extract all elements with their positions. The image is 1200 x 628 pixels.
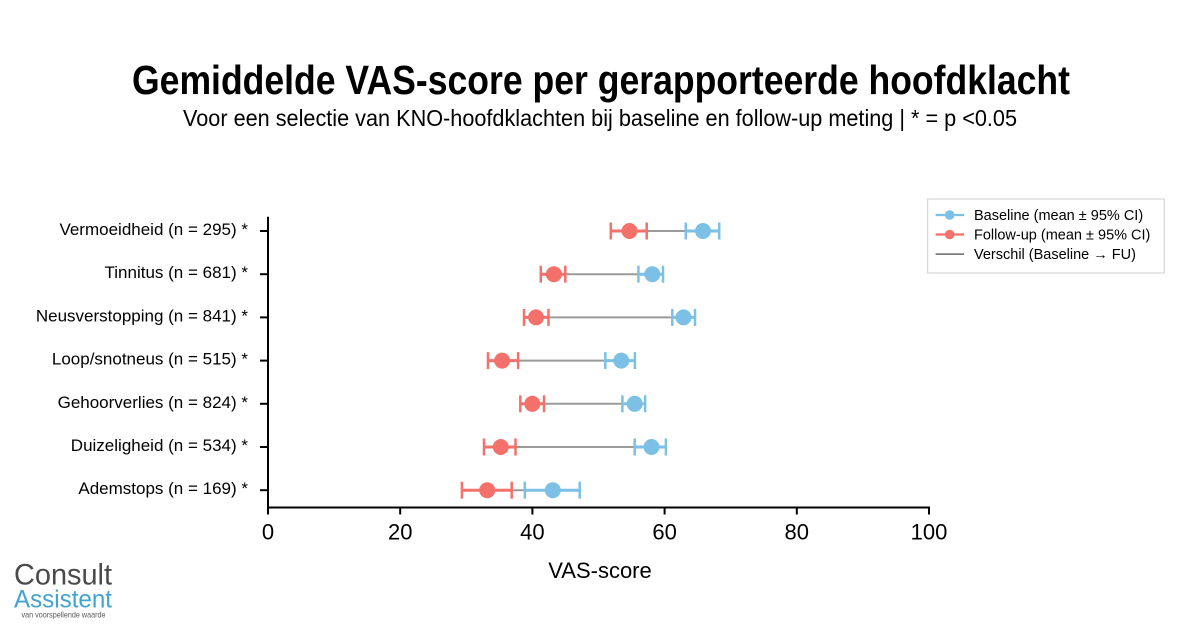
svg-text:Gemiddelde VAS-score per gerap: Gemiddelde VAS-score per gerapporteerde … <box>132 57 1070 103</box>
svg-text:60: 60 <box>652 520 676 545</box>
svg-text:Consult: Consult <box>14 559 113 592</box>
svg-text:Tinnitus (n = 681) *: Tinnitus (n = 681) * <box>105 263 249 282</box>
svg-text:Verschil (Baseline → FU): Verschil (Baseline → FU) <box>974 247 1136 263</box>
svg-text:Vermoeidheid (n = 295) *: Vermoeidheid (n = 295) * <box>59 220 248 239</box>
svg-text:20: 20 <box>388 520 412 545</box>
svg-text:Gehoorverlies (n = 824) *: Gehoorverlies (n = 824) * <box>58 393 249 412</box>
svg-text:0: 0 <box>262 520 274 545</box>
svg-text:Baseline (mean ± 95% CI): Baseline (mean ± 95% CI) <box>974 208 1143 224</box>
svg-text:van voorspellende waarde: van voorspellende waarde <box>22 610 106 620</box>
svg-text:80: 80 <box>785 520 809 545</box>
svg-text:Duizeligheid (n = 534) *: Duizeligheid (n = 534) * <box>71 436 249 455</box>
svg-text:Assistent: Assistent <box>14 585 112 613</box>
svg-text:VAS-score: VAS-score <box>548 558 652 583</box>
svg-text:Ademstops (n = 169) *: Ademstops (n = 169) * <box>78 479 248 498</box>
svg-text:100: 100 <box>911 520 948 545</box>
svg-text:Neusverstopping (n = 841) *: Neusverstopping (n = 841) * <box>36 306 249 325</box>
svg-text:Follow-up (mean ± 95% CI): Follow-up (mean ± 95% CI) <box>974 227 1150 243</box>
svg-text:Voor een selectie van KNO-hoof: Voor een selectie van KNO-hoofdklachten … <box>183 105 1017 131</box>
svg-text:40: 40 <box>520 520 544 545</box>
svg-text:Loop/snotneus (n = 515) *: Loop/snotneus (n = 515) * <box>52 350 248 369</box>
